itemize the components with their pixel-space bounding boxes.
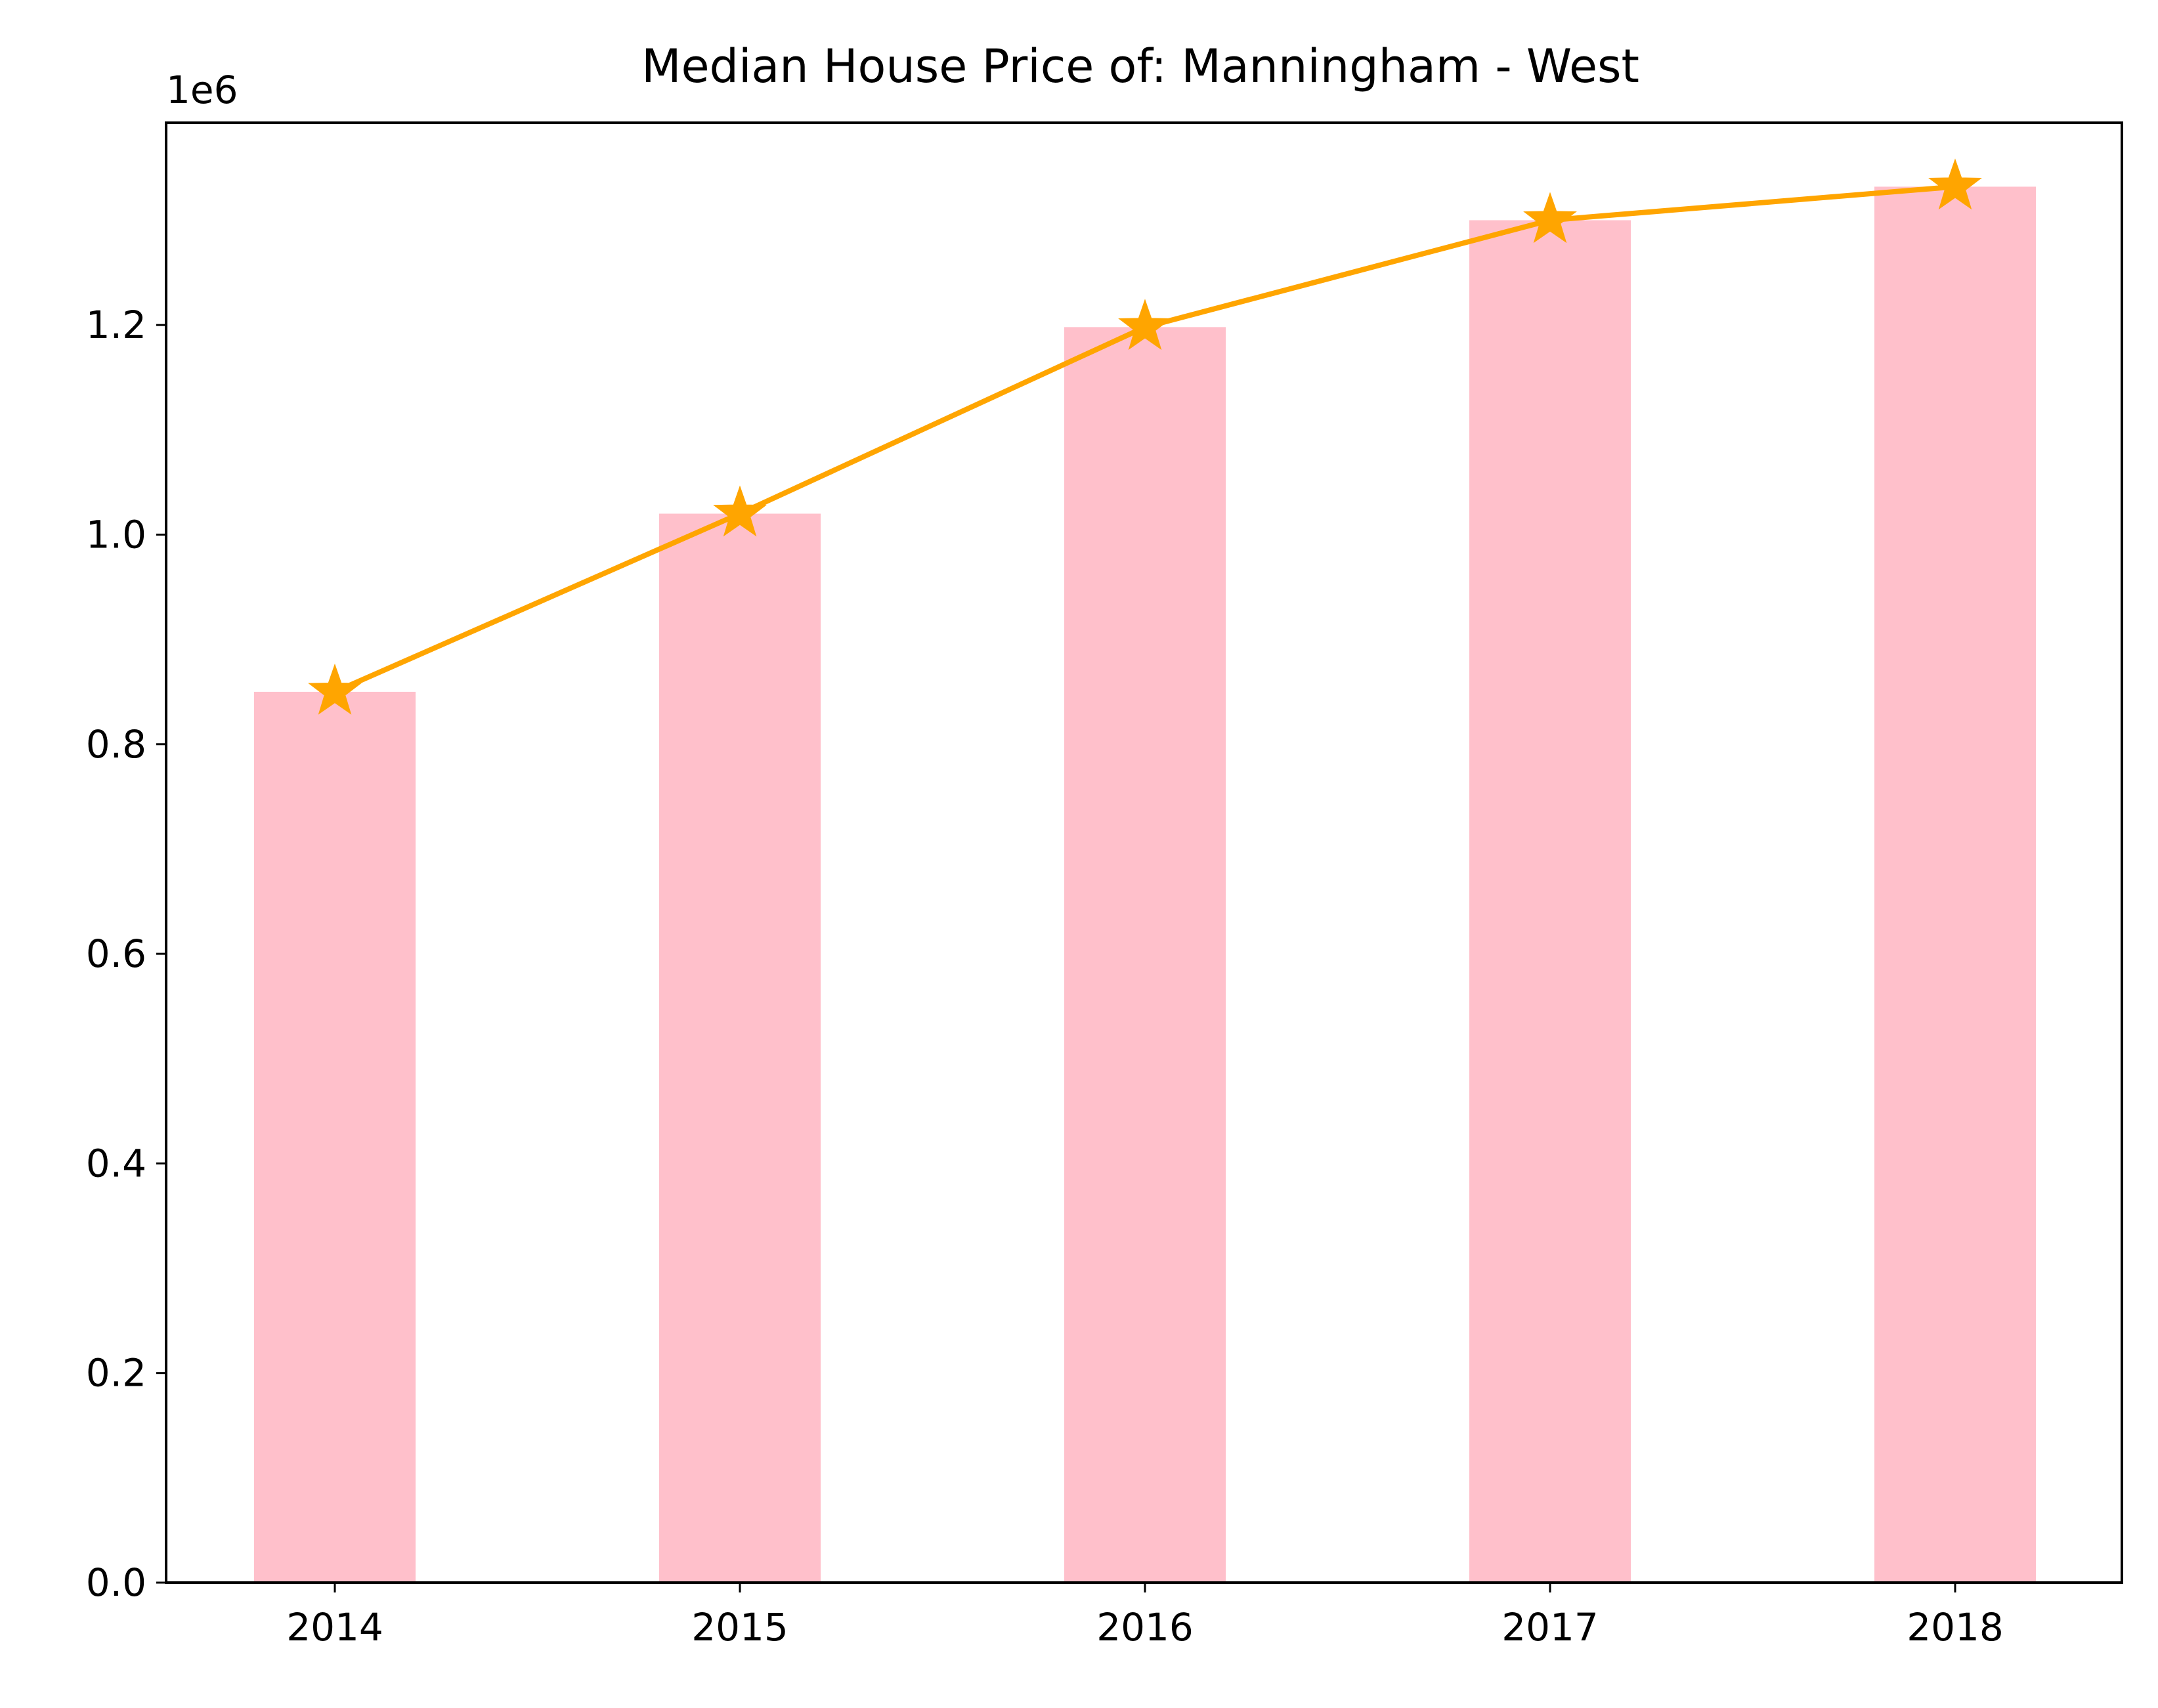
chart-title: Median House Price of: Manningham - West <box>641 39 1639 93</box>
y-axis-offset-label: 1e6 <box>166 68 238 112</box>
bars-layer <box>254 186 2036 1583</box>
x-tick-label: 2018 <box>1907 1605 2004 1650</box>
point-marker-2017 <box>1523 192 1577 244</box>
x-tick-label: 2016 <box>1096 1605 1194 1650</box>
point-marker-2014 <box>308 663 362 715</box>
plot-frame <box>165 121 2123 1584</box>
point-marker-2015 <box>713 485 767 537</box>
bar-2015 <box>659 513 821 1583</box>
bar-2016 <box>1064 327 1226 1583</box>
point-marker-2016 <box>1118 299 1172 351</box>
x-tick-label: 2014 <box>286 1605 383 1650</box>
y-tick-label: 0.0 <box>86 1560 146 1605</box>
y-tick-label: 1.2 <box>86 303 146 347</box>
bar-2014 <box>254 691 416 1583</box>
y-tick-label: 0.8 <box>86 722 146 767</box>
line-layer <box>308 158 1982 715</box>
y-axis: 0.0 0.2 0.4 0.6 0.8 1.0 1.2 <box>86 303 166 1605</box>
x-axis: 2014 2015 2016 2017 2018 <box>286 1583 2004 1650</box>
y-tick-label: 1.0 <box>86 512 146 557</box>
y-tick-label: 0.6 <box>86 931 146 976</box>
bar-2017 <box>1469 220 1631 1583</box>
x-tick-label: 2017 <box>1501 1605 1599 1650</box>
y-tick-label: 0.2 <box>86 1351 146 1396</box>
x-tick-label: 2015 <box>691 1605 788 1650</box>
y-tick-label: 0.4 <box>86 1141 146 1185</box>
point-marker-2018 <box>1928 158 1982 210</box>
bar-2018 <box>1874 186 2036 1583</box>
